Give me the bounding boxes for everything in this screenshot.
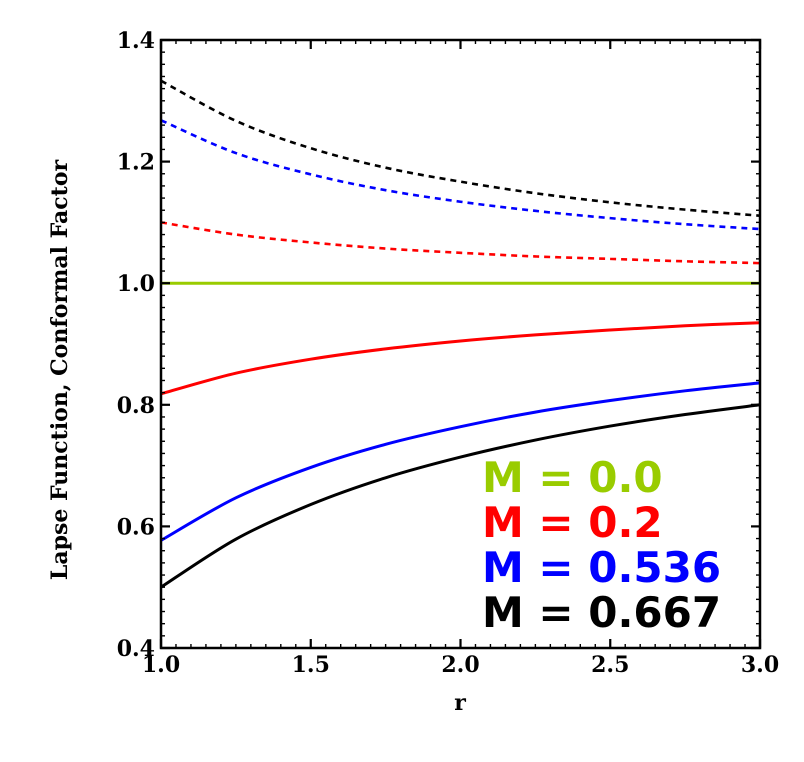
series-line-lapse-function-m-0-667	[160, 403, 761, 589]
x-tick-label-1-0: 1.0	[142, 652, 180, 678]
y-tick-label-0-6: 0.6	[117, 514, 155, 540]
legend-entry-m-0-2: M = 0.2	[482, 498, 663, 547]
series-line-lapse-function-m-0-2	[160, 321, 761, 396]
series-line-conformal-factor-m-0-536	[160, 119, 761, 231]
y-tick-label-1-2: 1.2	[117, 150, 155, 176]
series-line-conformal-factor-m-0-2	[160, 221, 761, 265]
series-line-conformal-factor-m-0-667	[160, 79, 761, 218]
series-line-lapse-function-m-0-536	[160, 381, 761, 542]
x-tick-label-3-0: 3.0	[741, 652, 779, 678]
x-tick-label-1-5: 1.5	[292, 652, 330, 678]
legend-entry-m-0-536: M = 0.536	[482, 543, 721, 592]
y-tick-label-1-4: 1.4	[117, 28, 155, 54]
x-axis-title: r	[454, 690, 466, 716]
curves-layer	[160, 79, 761, 589]
legend-entry-m-0-0: M = 0.0	[482, 453, 663, 502]
tick-marks	[159, 38, 762, 650]
y-tick-label-1-0: 1.0	[117, 271, 155, 297]
tick-labels: 1.0 1.5 2.0 2.5 3.0 0.4 0.6 0.8 1.0 1.2 1.4	[117, 28, 779, 678]
y-axis-title: Lapse Function, Conformal Factor	[47, 159, 73, 580]
x-tick-label-2-0: 2.0	[441, 652, 479, 678]
y-tick-label-0-8: 0.8	[117, 393, 155, 419]
legend-entry-m-0-667: M = 0.667	[482, 588, 721, 637]
y-tick-label-0-4: 0.4	[117, 636, 155, 662]
x-tick-label-2-5: 2.5	[591, 652, 629, 678]
